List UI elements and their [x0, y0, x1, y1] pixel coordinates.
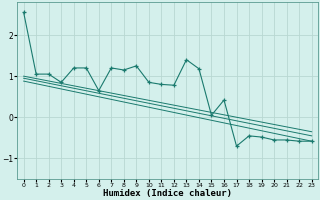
- X-axis label: Humidex (Indice chaleur): Humidex (Indice chaleur): [103, 189, 232, 198]
